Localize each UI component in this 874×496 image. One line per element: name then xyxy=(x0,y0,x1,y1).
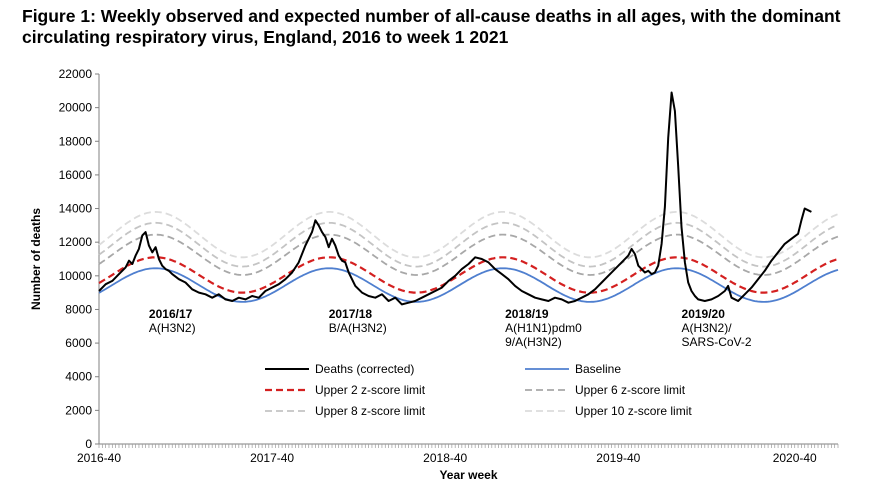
season-annotations: 2016/17A(H3N2)2017/18B/A(H3N2)2018/19A(H… xyxy=(149,307,752,349)
season-virus-label: B/A(H3N2) xyxy=(329,321,387,335)
legend-label: Upper 8 z-score limit xyxy=(315,404,426,418)
y-tick-label: 8000 xyxy=(65,302,92,316)
legend-label: Upper 6 z-score limit xyxy=(575,383,686,397)
y-axis-title: Number of deaths xyxy=(29,208,43,310)
y-tick-label: 12000 xyxy=(59,235,93,249)
series-upper-8-z-score-limit xyxy=(98,221,839,268)
x-tick-label: 2018-40 xyxy=(423,451,467,465)
figure-title: Figure 1: Weekly observed and expected n… xyxy=(22,6,841,47)
season-label: 2016/17 xyxy=(149,307,193,321)
legend-label: Upper 2 z-score limit xyxy=(315,383,426,397)
x-tick-label: 2016-40 xyxy=(77,451,121,465)
season-virus-label: A(H1N1)pdm0 xyxy=(505,321,582,335)
series-upper-10-z-score-limit xyxy=(98,211,839,259)
y-tick-label: 16000 xyxy=(59,168,93,182)
chart-axes: 0 2000 4000 6000 8000 10000 12000 14000 16000 180… xyxy=(59,67,839,465)
legend-label: Deaths (corrected) xyxy=(315,362,414,376)
x-tick-label: 2020-40 xyxy=(773,451,817,465)
season-virus-label: SARS-CoV-2 xyxy=(682,335,752,349)
season-label: 2018/19 xyxy=(505,307,549,321)
season-virus-label: 9/A(H3N2) xyxy=(505,335,562,349)
series-deaths-corrected xyxy=(98,91,812,306)
x-tick-label: 2017-40 xyxy=(250,451,294,465)
season-virus-label: A(H3N2)/ xyxy=(682,321,733,335)
y-tick-label: 2000 xyxy=(65,403,92,417)
y-tick-label: 14000 xyxy=(59,202,93,216)
y-tick-label: 18000 xyxy=(59,134,93,148)
legend-label: Baseline xyxy=(575,362,621,376)
y-tick-label: 4000 xyxy=(65,370,92,384)
y-tick-label: 6000 xyxy=(65,336,92,350)
y-tick-label: 0 xyxy=(85,437,92,451)
season-virus-label: A(H3N2) xyxy=(149,321,196,335)
series-upper-2-z-score-limit xyxy=(98,256,839,294)
season-label: 2019/20 xyxy=(682,307,726,321)
y-tick-label: 20000 xyxy=(59,101,93,115)
season-label: 2017/18 xyxy=(329,307,373,321)
y-tick-label: 10000 xyxy=(59,269,93,283)
legend-label: Upper 10 z-score limit xyxy=(575,404,692,418)
x-tick-label: 2019-40 xyxy=(596,451,640,465)
x-axis-title: Year week xyxy=(439,468,497,482)
y-tick-label: 22000 xyxy=(59,67,93,81)
chart-legend: Deaths (corrected) Baseline Upper 2 z-scor… xyxy=(265,362,692,418)
chart-series xyxy=(98,91,839,306)
